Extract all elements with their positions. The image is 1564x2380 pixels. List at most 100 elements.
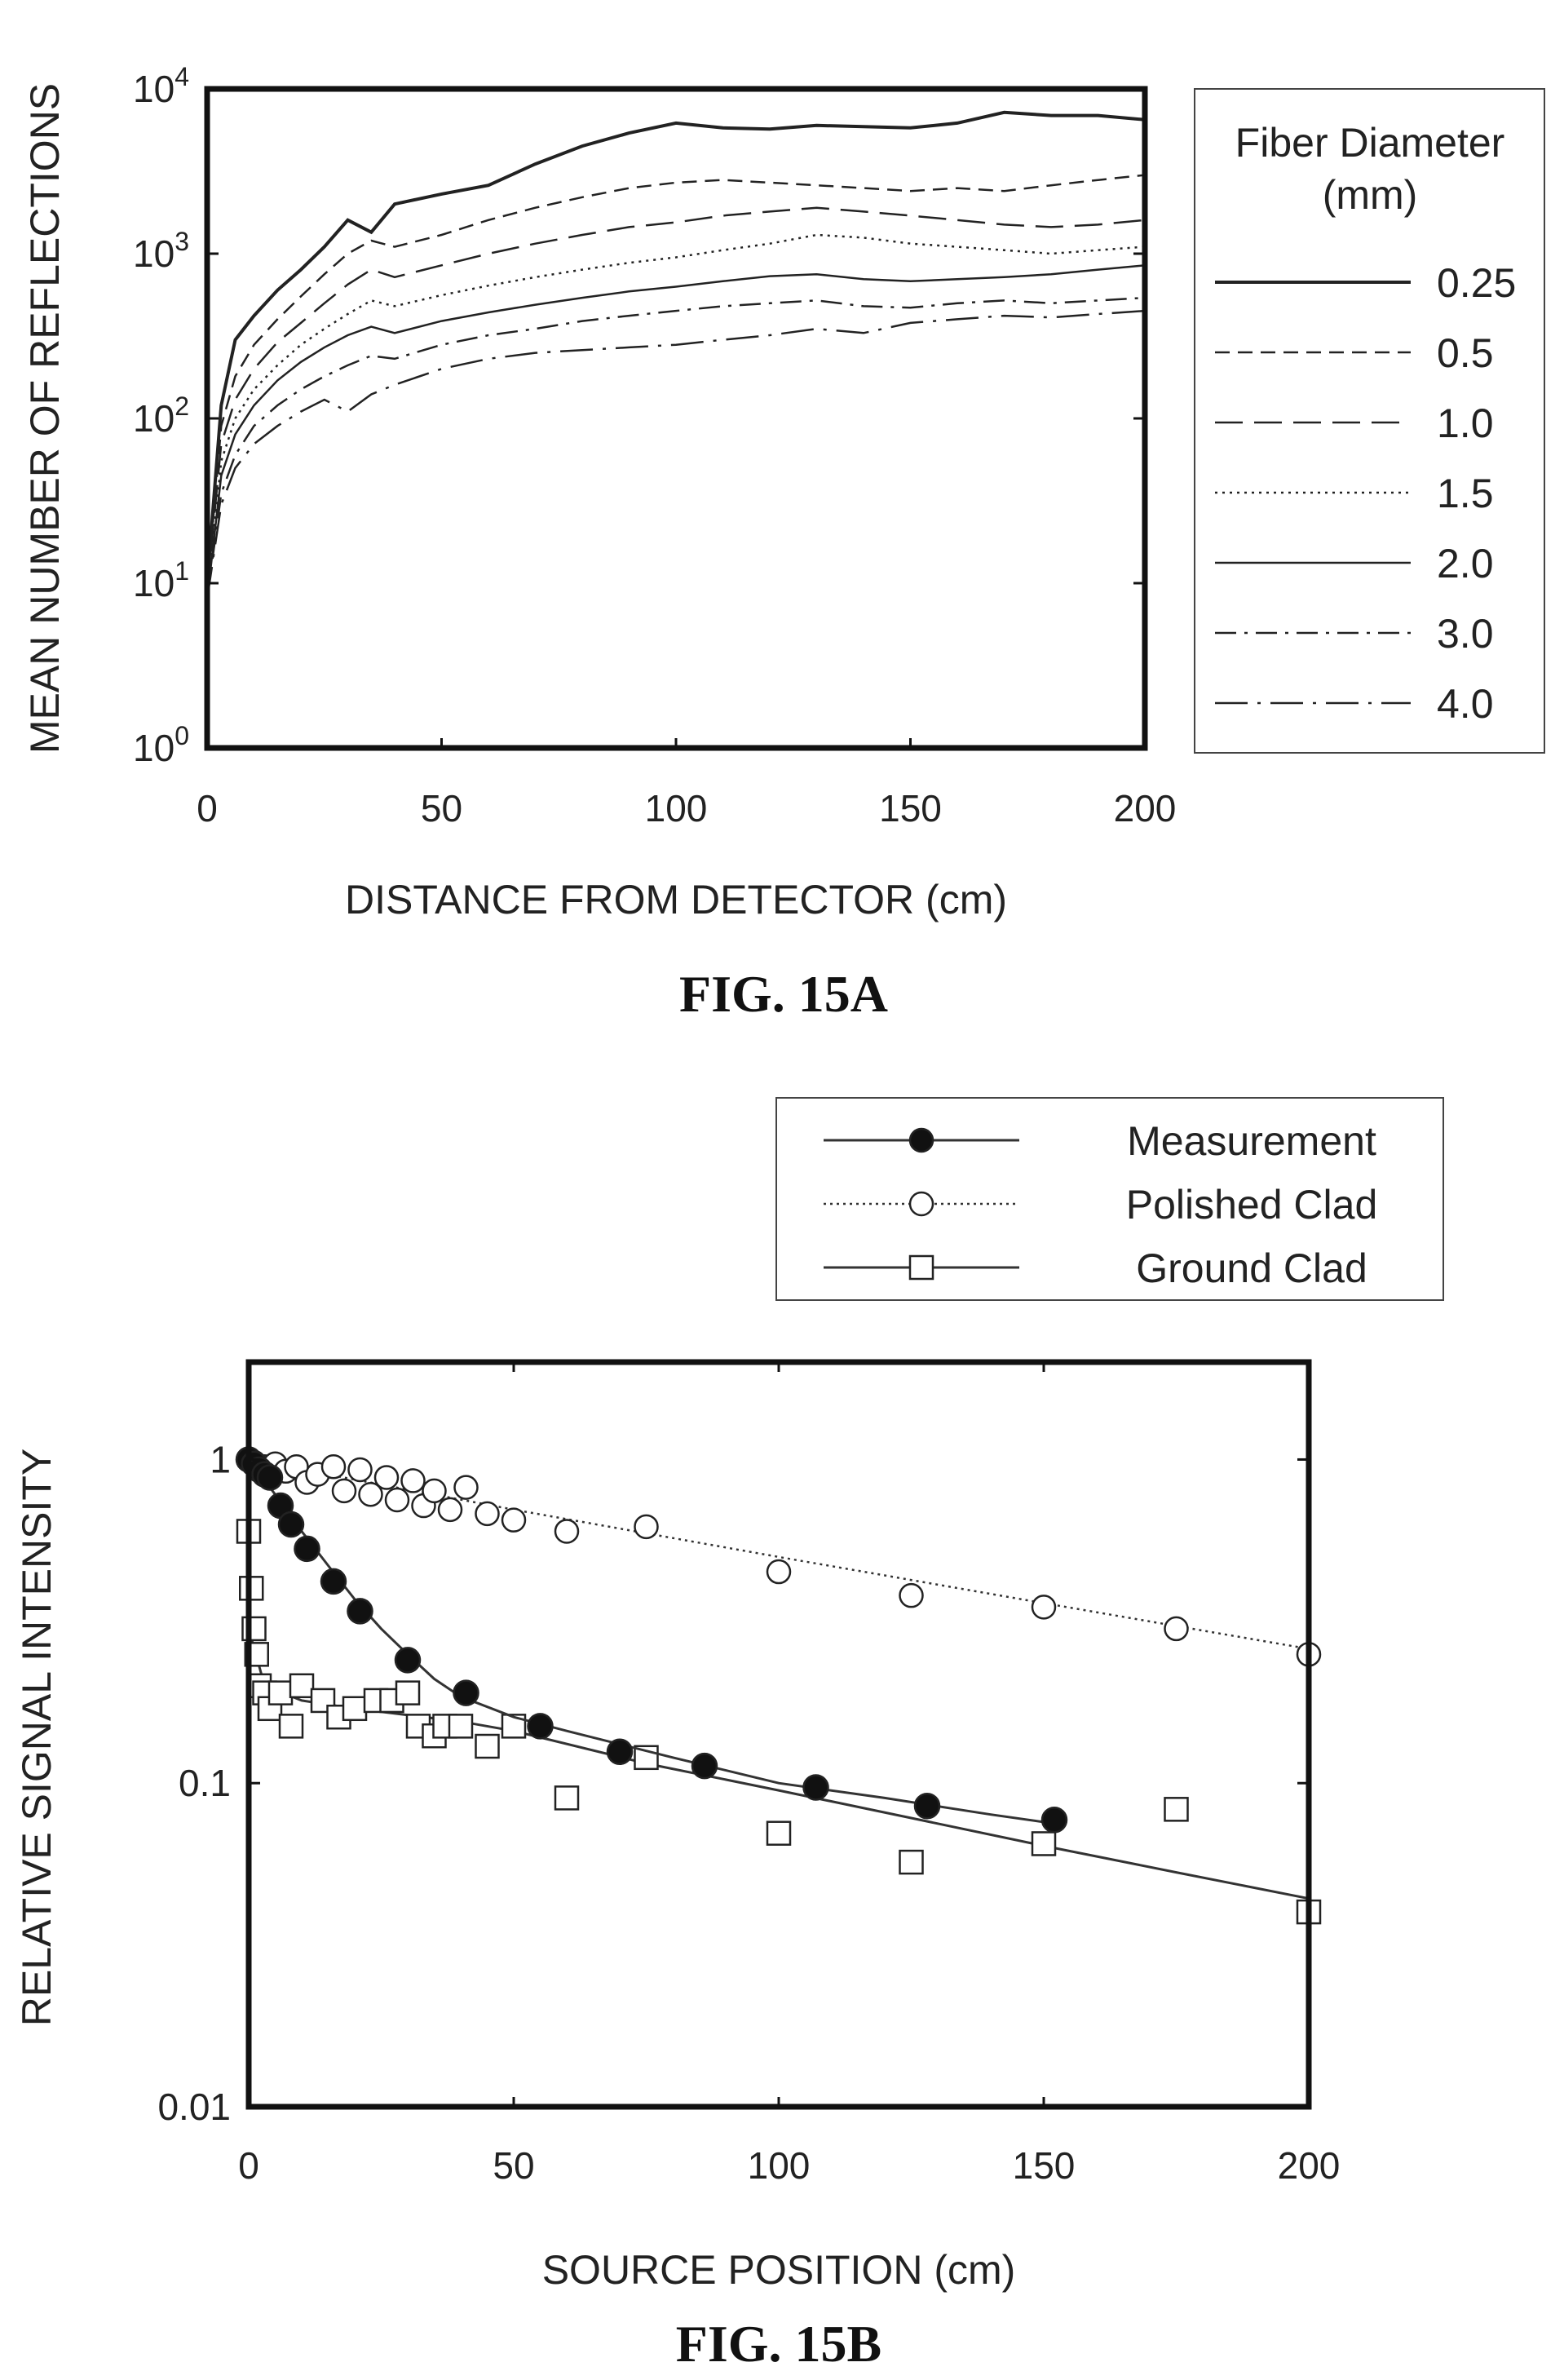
chart-15b-x-tick-label: 200 [1278,2144,1341,2187]
chart-15b-x-ticks: 0 50 100 150 200 [238,1362,1340,2187]
chart-15a-legend-label: 4.0 [1437,681,1494,727]
chart-15b-x-tick-label: 150 [1013,2144,1076,2187]
chart-15b-x-tick-label: 0 [238,2144,259,2187]
chart-15b-point-measurement [1040,1807,1068,1834]
chart-15b-point-measurement [277,1511,305,1538]
chart-15a-series-0.5 [205,174,1146,591]
chart-15b-point-polished-clad [899,1582,924,1608]
chart-15a-legend-box [1194,88,1545,754]
chart-15a-legend: Fiber Diameter (mm) 0.25 0.5 1.0 1.5 2.0 3.0 4… [1194,88,1545,754]
chart-15a-legend-label: 2.0 [1437,541,1494,586]
chart-15b-point-ground-clad [1031,1831,1057,1856]
chart-15b-series-ground-clad [236,1519,1322,1925]
chart-15a-caption: FIG. 15A [679,965,888,1023]
chart-15b-legend-label-polished-clad: Polished Clad [1126,1182,1378,1228]
chart-15b-point-polished-clad [1164,1616,1189,1642]
chart-15a-series-4.0 [205,309,1146,599]
chart-15b-y-tick-label: 0.01 [157,2086,231,2128]
chart-15a-x-tick-label: 150 [879,787,942,829]
chart-15b-point-ground-clad [554,1785,580,1811]
chart-15b-point-polished-clad [347,1457,373,1483]
chart-15a-legend-title-line1: Fiber Diameter [1235,120,1505,166]
chart-15a-series-2.0 [205,264,1146,599]
chart-15b-legend: Measurement Polished Clad Ground Clad [775,1097,1444,1301]
chart-15b-point-polished-clad [384,1487,410,1513]
chart-15b-point-measurement [527,1713,554,1740]
chart-15b-point-polished-clad [766,1559,792,1585]
chart-15b-caption: FIG. 15B [676,2315,881,2373]
chart-15a-legend-title-line2: (mm) [1323,172,1418,218]
chart-15b-series-measurement [235,1446,1068,1834]
chart-15a-y-tick-label: 104 [133,62,189,110]
chart-15b-point-ground-clad [475,1733,500,1759]
chart-15a-legend-items: 0.25 0.5 1.0 1.5 2.0 3.0 4.0 [1215,260,1516,727]
chart-15b: Measurement Polished Clad Ground Clad 0 50 1… [14,1097,1444,2373]
chart-15b-point-polished-clad [554,1519,580,1544]
chart-15b-point-measurement [606,1738,634,1766]
chart-15b-point-measurement [320,1568,347,1595]
chart-15b-point-measurement [394,1647,422,1674]
chart-15b-x-tick-label: 100 [748,2144,811,2187]
chart-15b-legend-label-ground-clad: Ground Clad [1136,1245,1367,1291]
chart-15b-point-polished-clad [358,1482,383,1507]
chart-15b-point-measurement [802,1774,829,1801]
chart-15b-point-polished-clad [331,1478,357,1504]
chart-15a-x-tick-label: 50 [421,787,462,829]
chart-15b-point-measurement [913,1792,941,1820]
chart-15a-y-tick-label: 102 [133,392,189,440]
chart-15a-legend-label: 0.25 [1437,260,1516,306]
chart-15b-legend-label-measurement: Measurement [1127,1118,1376,1164]
chart-15a-legend-label: 0.5 [1437,330,1494,376]
chart-15a-y-tick-label: 100 [133,721,189,769]
chart-15b-point-polished-clad [1031,1595,1057,1620]
chart-15a-y-tick-label: 103 [133,227,189,275]
chart-15b-legend-box [775,1097,1444,1301]
chart-15a-x-ticks: 0 50 100 150 200 [197,738,1176,829]
chart-15a: 0 50 100 150 200 100 101 102 103 104 MEAN NUMBER… [22,62,1545,1023]
chart-15a-y-ticks: 100 101 102 103 104 [133,62,1145,769]
chart-15a-series-layer [205,110,1146,599]
chart-15b-point-measurement [691,1752,718,1780]
chart-15b-point-ground-clad [501,1714,527,1739]
chart-15b-point-ground-clad [1164,1797,1189,1822]
chart-15b-point-polished-clad [475,1501,500,1527]
chart-15a-legend-label: 3.0 [1437,611,1494,657]
chart-15a-legend-label: 1.5 [1437,471,1494,516]
chart-15b-y-tick-label: 0.1 [179,1762,231,1804]
chart-15b-point-ground-clad [278,1714,304,1739]
chart-15a-x-tick-label: 0 [197,787,218,829]
chart-15b-point-ground-clad [267,1680,294,1705]
chart-15b-point-ground-clad [766,1820,792,1846]
chart-15b-point-polished-clad [373,1465,400,1490]
chart-15b-y-ticks: 1 0.1 0.01 [157,1438,1309,2128]
chart-15b-x-tick-label: 50 [493,2144,534,2187]
chart-15a-legend-label: 1.0 [1437,400,1494,446]
chart-15b-point-polished-clad [437,1497,463,1523]
chart-15b-point-ground-clad [395,1680,421,1705]
chart-15b-point-measurement [256,1464,284,1491]
chart-15a-series-1.0 [205,206,1146,591]
chart-15b-legend-marker-ground-clad [908,1254,934,1281]
chart-15a-y-tick-label: 101 [133,556,189,604]
chart-15a-x-axis-label: DISTANCE FROM DETECTOR (cm) [345,877,1007,922]
chart-15b-legend-marker-polished-clad [908,1191,934,1217]
chart-15a-x-tick-label: 100 [645,787,708,829]
chart-15b-y-tick-label: 1 [210,1438,231,1480]
chart-15b-point-ground-clad [342,1696,368,1722]
chart-15a-series-0.25 [205,110,1146,584]
chart-15b-point-ground-clad [448,1714,474,1739]
chart-15b-point-polished-clad [400,1468,426,1493]
chart-15b-point-polished-clad [320,1454,347,1480]
chart-15a-x-tick-label: 200 [1114,787,1177,829]
chart-15b-x-axis-label: SOURCE POSITION (cm) [542,2247,1016,2293]
chart-15b-point-polished-clad [501,1507,527,1533]
chart-15b-point-ground-clad [899,1849,924,1875]
chart-15b-point-polished-clad [422,1478,447,1504]
chart-15a-y-axis-label: MEAN NUMBER OF REFLECTIONS [22,83,68,754]
chart-15b-point-polished-clad [634,1514,659,1540]
chart-15b-legend-marker-measurement [908,1127,934,1153]
chart-15a-series-3.0 [205,296,1146,599]
chart-15b-series-polished-clad [241,1449,1322,1667]
chart-15b-point-ground-clad [289,1673,315,1699]
